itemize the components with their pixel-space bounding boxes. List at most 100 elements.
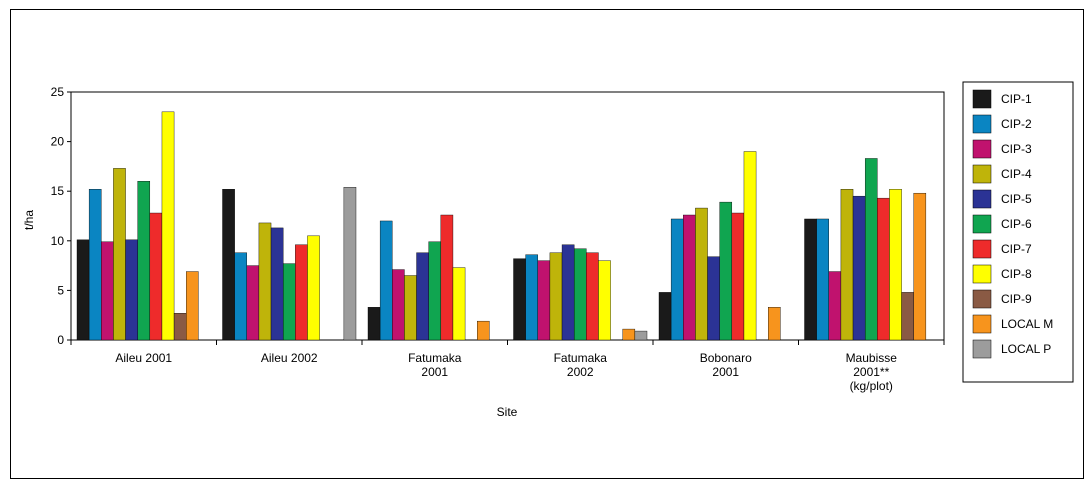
bar-local-m [622,328,636,341]
y-tick-label: 10 [51,234,65,248]
bar-cip-1 [222,189,235,341]
y-tick-label: 20 [51,135,65,149]
y-axis: 0 5 10 15 20 25 [51,85,71,347]
x-tick-label: 2001 [712,365,739,379]
x-tick-label: Aileu 2001 [115,351,172,365]
bar-cip-5 [852,195,866,341]
legend-label: CIP-1 [1001,92,1032,106]
bar-local-m [768,307,781,341]
bar-cip-2 [816,218,829,341]
bar-cip-8 [743,151,757,341]
y-tick-label: 25 [51,85,65,99]
bar-cip-8 [307,235,320,341]
bar-cip-8 [598,260,611,341]
bar-cip-6 [282,263,296,341]
legend-swatch [972,114,992,134]
x-tick-label: 2002 [567,365,594,379]
x-axis-label: Site [497,405,518,419]
bar-cip-4 [840,189,854,341]
legend-label: CIP-7 [1001,242,1032,256]
y-axis-label: t/ha [22,210,36,230]
bar-cip-5 [707,256,720,341]
bar-cip-5 [416,252,429,341]
bar-cip-2 [88,189,102,341]
legend-swatch [972,314,992,334]
legend-swatch [972,89,992,109]
bar-cip-6 [428,241,442,341]
x-axis: Aileu 2001 Aileu 2002 Fatumaka2001Fatumaka… [70,340,945,393]
legend-label: LOCAL P [1001,342,1051,356]
y-tick-label: 15 [51,184,65,198]
bars [76,111,927,341]
x-tick-label: (kg/plot) [850,379,893,393]
legend-label: CIP-2 [1001,117,1032,131]
bar-cip-2 [234,252,247,341]
bar-cip-6 [573,248,587,341]
legend-swatch [972,164,992,184]
bar-cip-1 [658,292,672,341]
bar-cip-1 [804,218,817,341]
bar-cip-3 [537,260,551,341]
bar-cip-6 [137,181,151,341]
legend-swatch [972,339,992,359]
legend-label: CIP-3 [1001,142,1032,156]
bar-cip-2 [525,254,538,341]
legend-swatch [972,289,992,309]
bar-cip-3 [828,271,842,341]
bar-cip-1 [367,307,381,341]
bar-cip-3 [101,241,114,341]
bar-cip-2 [670,218,684,341]
bar-cip-3 [246,265,260,341]
legend-swatch [972,139,992,159]
legend: CIP-1 CIP-2 CIP-3 CIP-4 CIP-5 CIP-6 CIP-7 CIP-8… [962,81,1074,383]
bar-cip-4 [113,168,126,341]
plot-border [70,91,945,341]
legend-swatch [972,239,992,259]
bar-cip-7 [295,244,308,341]
bar-cip-7 [149,212,163,341]
legend-swatch [972,264,992,284]
bar-cip-9 [173,313,187,341]
bar-cip-3 [392,269,405,341]
x-tick-label: 2001** [853,365,889,379]
bar-cip-2 [379,220,393,341]
bar-cip-7 [440,214,454,341]
x-tick-label: 2001 [421,365,448,379]
bar-local-p [634,330,648,341]
legend-swatch [972,189,992,209]
bar-cip-7 [877,197,890,341]
bar-cip-8 [161,111,175,341]
x-tick-label: Bobonaro [700,351,752,365]
bar-cip-5 [270,227,284,341]
bar-cip-1 [513,258,526,341]
bar-cip-5 [125,239,138,341]
x-tick-label: Maubisse [846,351,898,365]
legend-label: CIP-5 [1001,192,1032,206]
bar-cip-4 [258,222,272,341]
x-tick-label: Fatumaka [554,351,608,365]
bar-cip-1 [76,239,90,341]
x-tick-label: Fatumaka [408,351,462,365]
legend-label: LOCAL M [1001,317,1053,331]
bar-cip-4 [404,275,417,341]
bar-cip-4 [549,252,563,341]
bar-cip-6 [719,201,733,341]
bar-cip-7 [731,212,745,341]
bar-cip-5 [561,244,575,341]
plot-area [70,91,945,341]
bar-cip-7 [586,252,599,341]
bar-chart: 0 5 10 15 20 25 Aileu 2001 Aileu 2002 Fatumaka2… [22,81,1074,419]
bar-local-p [343,187,357,341]
bar-cip-4 [695,207,708,341]
y-tick-label: 0 [57,333,64,347]
legend-label: CIP-4 [1001,167,1032,181]
chart-frame: 0 5 10 15 20 25 Aileu 2001 Aileu 2002 Fatumaka 2… [10,9,1084,479]
y-tick-label: 5 [57,283,64,297]
legend-label: CIP-6 [1001,217,1032,231]
legend-label: CIP-9 [1001,292,1032,306]
bar-local-m [477,320,490,341]
bar-cip-6 [864,158,878,341]
bar-local-m [913,192,927,341]
bar-cip-3 [683,214,696,341]
legend-label: CIP-8 [1001,267,1032,281]
